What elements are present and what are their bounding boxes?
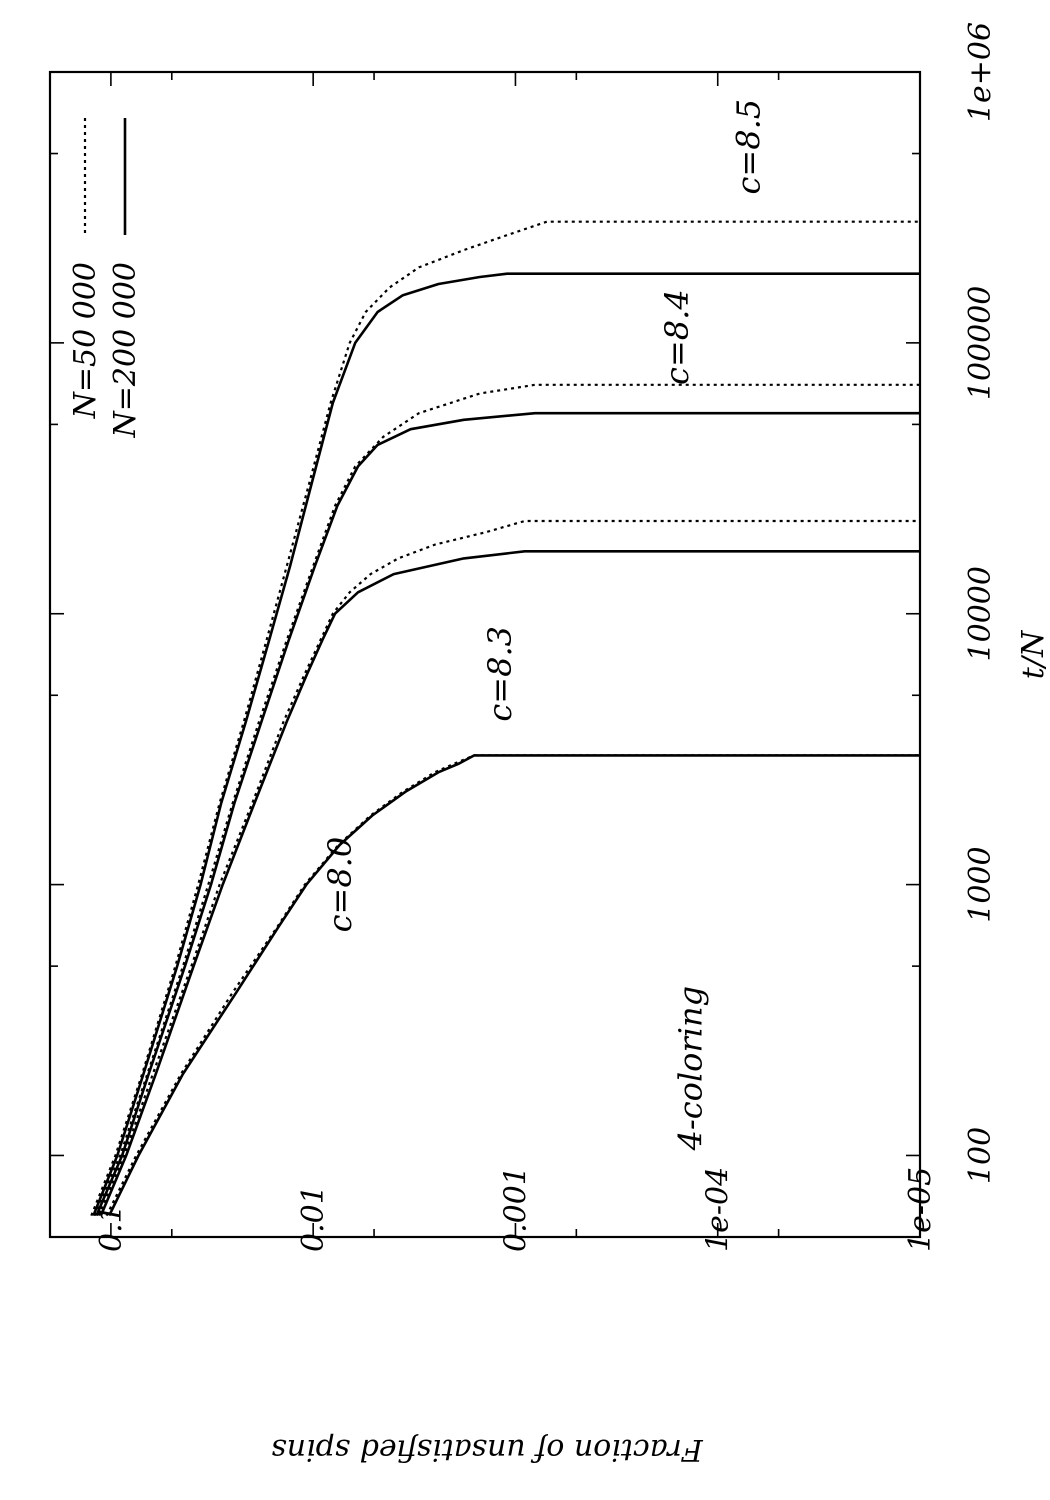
y-tick-label: 1e-04 xyxy=(701,1167,736,1252)
x-tick-label: 1000 xyxy=(963,846,998,922)
y-tick-label: 0.01 xyxy=(296,1185,331,1252)
y-tick-label: 0.001 xyxy=(498,1166,533,1252)
series-line-c8-3-n200000 xyxy=(99,550,920,1217)
annotation-layer: 4-coloring c=8.0 c=8.3 c=8.4 c=8.5 xyxy=(321,99,768,1152)
legend-label: N=200 000 xyxy=(108,262,143,438)
series-layer xyxy=(90,220,920,1217)
series-line-c8-4-n200000 xyxy=(95,411,920,1217)
tick-labels: 100 1000 10000 100000 1e+06 0.1 0.01 0.001 1e-04… xyxy=(94,22,998,1252)
series-line-c8-0-n200000 xyxy=(108,754,920,1217)
y-axis-label: Fraction of unsatisfied spins xyxy=(271,1432,704,1467)
curve-annotation: c=8.3 xyxy=(481,626,519,722)
curve-annotation: c=8.5 xyxy=(730,99,768,195)
legend: N=50 000 N=200 000 xyxy=(68,118,143,438)
x-tick-label: 100000 xyxy=(963,286,998,401)
x-axis-label: t/N xyxy=(1016,629,1050,679)
x-tick-label: 1e+06 xyxy=(963,22,998,122)
axis-ticks xyxy=(50,71,921,1238)
legend-label: N=50 000 xyxy=(68,262,103,419)
x-tick-label: 10000 xyxy=(963,566,998,661)
series-line-c8-4-n50000 xyxy=(93,383,920,1217)
series-line-c8-5-n50000 xyxy=(90,220,920,1217)
series-line-c8-5-n200000 xyxy=(92,272,920,1217)
curve-annotation: c=8.0 xyxy=(321,837,359,933)
y-tick-label: 0.1 xyxy=(94,1204,129,1252)
curve-annotation: c=8.4 xyxy=(658,289,696,385)
series-line-c8-0-n50000 xyxy=(105,754,920,1217)
y-tick-label: 1e-05 xyxy=(903,1167,938,1252)
series-line-c8-3-n50000 xyxy=(97,519,920,1217)
curve-annotation: 4-coloring xyxy=(672,986,710,1151)
x-tick-label: 100 xyxy=(963,1127,998,1184)
plot-frame xyxy=(48,70,922,1239)
